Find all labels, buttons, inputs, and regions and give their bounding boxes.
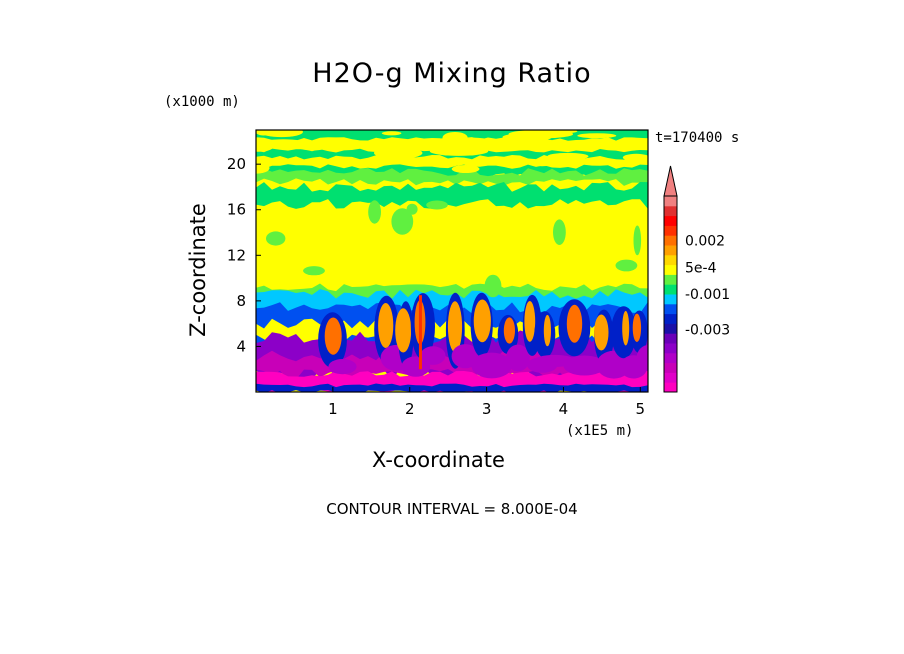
orange-plume [473,299,491,343]
red-streak [418,295,422,370]
y-tick-label: 20 [227,155,246,173]
colorbar-swatch [664,333,677,344]
yellow-patch [508,130,574,139]
colorbar-swatch [664,294,677,305]
plot-border [255,129,649,393]
colorbar-swatch [664,303,677,315]
colorbar-swatch [664,215,677,226]
y-tick-label: 16 [227,201,246,219]
yellow-patch [434,137,492,144]
purple-plume [328,359,357,375]
yellow-patch [483,143,506,149]
y-tick-label: 8 [236,292,246,310]
time-label: t=170400 s [655,130,740,146]
yellow-patch [381,131,402,136]
y-tick-label: 4 [236,337,246,355]
colorbar-swatch [664,205,677,217]
orange-plume [395,308,412,353]
colorbar-swatch [664,196,677,207]
orange-plume [503,317,515,344]
colorbar-swatch [664,382,677,393]
colorbar-swatch [664,284,677,295]
purple-plume [506,344,530,372]
yellow-patch [622,153,648,162]
yellow-patch [374,147,423,159]
x-tick-label: 2 [405,400,415,418]
green-blob [303,266,325,276]
plot-area [255,129,649,393]
yellow-patch [547,152,589,160]
yellow-patch [256,162,270,174]
green-blob [615,259,638,272]
y-axis-unit: (x1000 m) [164,94,240,110]
colorbar-swatch [664,352,677,364]
orange-plume [622,310,630,346]
x-tick-label: 3 [482,400,492,418]
orange-plume [378,303,394,348]
yellow-patch [577,133,617,139]
colorbar-swatch [664,323,677,334]
green-blob [391,208,414,235]
upper-lightgreen-stripe [256,168,648,186]
colorbar-swatch [664,313,677,324]
field [256,130,648,392]
yellow-patch [432,158,475,165]
orange-plume [566,304,583,343]
purple-plume [401,356,431,377]
green-blob [266,231,286,246]
orange-plume [543,314,552,347]
colorbar-border [663,195,678,393]
upper-yellow-stripe [256,137,648,153]
orange-plume [632,313,642,342]
chart-title: H2O-g Mixing Ratio [312,58,592,89]
orange-plume [447,301,463,353]
purple-plume [636,344,648,372]
green-blob [484,274,502,298]
purple-plume [471,352,513,379]
colorbar-swatch [664,264,677,275]
contour-interval-label: CONTOUR INTERVAL = 8.000E-04 [326,500,578,518]
green-blob [426,200,448,210]
colorbar-arrow [663,165,678,197]
colorbar-swatch [664,372,677,383]
green-blob [633,225,642,256]
green-blob [368,200,381,224]
surface-blue-line [256,383,648,392]
yellow-patch [259,139,308,149]
orange-plume [524,301,536,342]
colorbar-label: 0.002 [685,234,725,250]
y-tick-label: 12 [227,246,246,264]
yellow-patch [531,161,553,167]
green-blob [406,203,418,215]
colorbar-label: -0.001 [685,287,730,303]
x-tick-label: 1 [328,400,338,418]
colorbar-swatch [664,254,677,266]
green-transition [256,182,648,209]
x-tick-label: 4 [559,400,569,418]
colorbar-label: 5e-4 [685,260,717,276]
colorbar-swatch [664,362,677,373]
colorbar-swatch [664,225,677,236]
colorbar-swatch [664,235,677,246]
colorbar: 0.002 5e-4 -0.001 -0.003 [663,165,730,393]
orange-plume [324,317,342,355]
orange-plume [594,314,609,351]
purple-plume [563,355,606,376]
green-blob [553,219,566,245]
yellow-patch [260,130,303,138]
colorbar-label: -0.003 [685,323,730,339]
yellow-patch [451,165,480,173]
colorbar-swatch [664,245,677,256]
yellow-patch [429,146,489,156]
x-tick-label: 5 [636,400,646,418]
colorbar-swatch [664,343,677,354]
colorbar-swatch [664,274,677,285]
x-axis-unit: (x1E5 m) [566,423,634,439]
x-axis-label: X-coordinate [372,448,505,472]
purple-plume [420,346,446,365]
